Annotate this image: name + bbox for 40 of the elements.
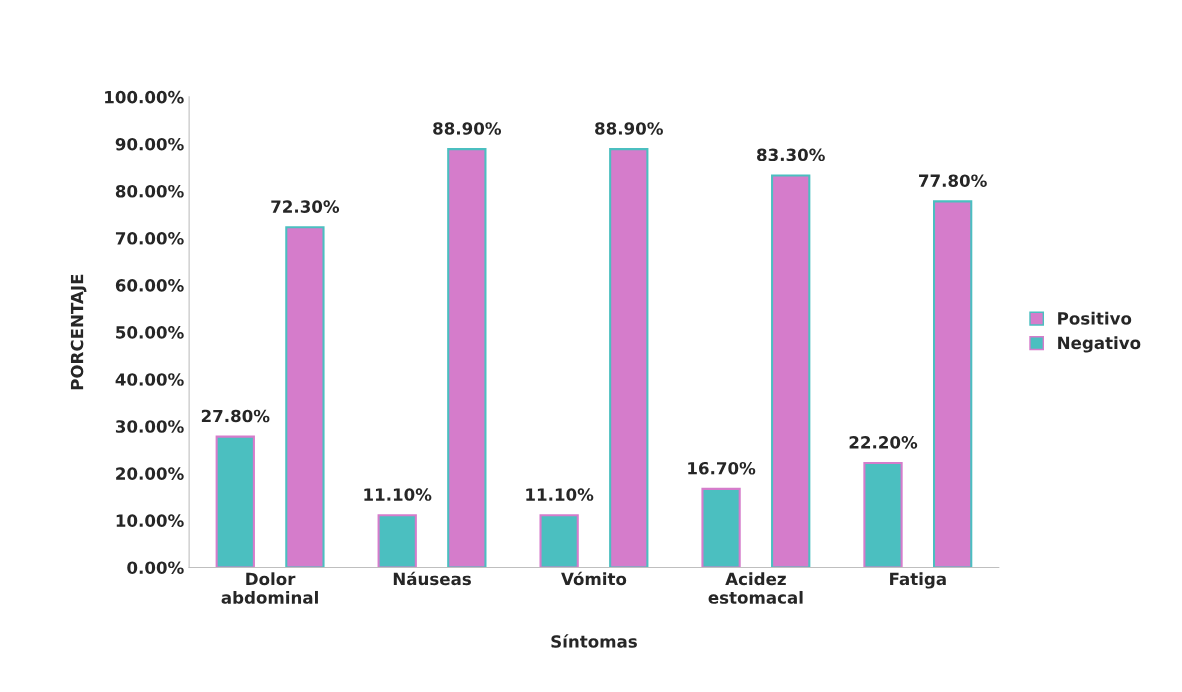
y-tick-label: 30.00%	[115, 420, 184, 433]
data-label: 88.90%	[595, 122, 663, 135]
bar	[215, 435, 255, 568]
data-label: 88.90%	[433, 122, 502, 135]
bar	[932, 200, 973, 568]
y-tick-label: 90.00%	[115, 137, 184, 151]
y-tick-label: 60.00%	[115, 279, 184, 292]
data-label: 22.20%	[849, 436, 918, 449]
x-axis-title: Síntomas	[551, 634, 637, 648]
bar	[447, 148, 487, 568]
x-tick-label: Náuseas	[393, 571, 471, 586]
y-tick-label: 40.00%	[115, 373, 184, 386]
x-tick-label: Acidez estomacal	[708, 572, 803, 604]
data-label: 11.10%	[364, 488, 432, 501]
x-tick-label: Dolor abdominal	[221, 572, 318, 604]
y-tick-label: 80.00%	[115, 184, 184, 198]
y-tick-label: 0.00%	[127, 561, 184, 575]
data-label: 83.30%	[757, 148, 825, 162]
x-tick-label: Vómito	[561, 571, 627, 586]
bar	[609, 148, 649, 568]
bar	[377, 514, 417, 568]
bar	[863, 461, 903, 568]
data-label: 11.10%	[526, 488, 594, 501]
y-axis-title: PORCENTAJE	[70, 274, 87, 390]
legend-label: Negativo	[1058, 336, 1141, 353]
legend-label: Positivo	[1058, 311, 1132, 325]
y-tick-label: 70.00%	[115, 232, 184, 245]
data-label: 27.80%	[201, 409, 270, 423]
bar	[285, 226, 325, 568]
y-tick-label: 10.00%	[116, 514, 184, 527]
y-tick-label: 20.00%	[116, 467, 184, 480]
bar	[539, 514, 579, 568]
y-tick-label: 50.00%	[116, 326, 184, 339]
bar	[701, 487, 741, 568]
data-label: 77.80%	[919, 174, 987, 187]
data-label: 16.70%	[688, 461, 756, 475]
data-label: 72.30%	[271, 200, 340, 213]
y-tick-label: 100.00%	[105, 90, 184, 104]
bar	[771, 174, 811, 568]
x-tick-label: Fatiga	[890, 572, 946, 589]
